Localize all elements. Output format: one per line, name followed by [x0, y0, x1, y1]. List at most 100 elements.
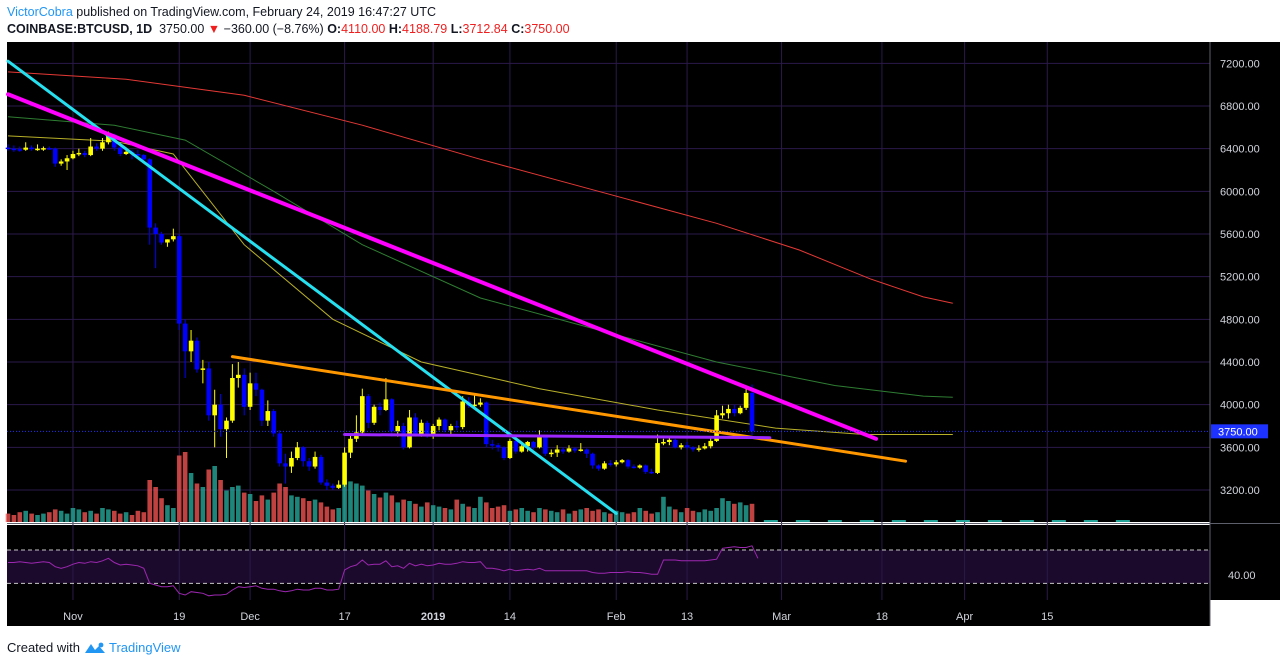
volume-bar [572, 510, 578, 522]
candle-body [306, 461, 312, 467]
low-label: L: [450, 22, 463, 36]
volume-bar [795, 520, 810, 522]
volume-bar [354, 483, 359, 522]
volume-bar [241, 492, 247, 522]
volume-bar [625, 513, 631, 522]
candle-body [419, 422, 424, 435]
volume-bar [891, 520, 906, 522]
volume-bar [383, 492, 389, 522]
candle-body [613, 462, 619, 465]
symbol-label[interactable]: COINBASE:BTCUSD, 1D [7, 22, 153, 36]
candle-body [537, 436, 542, 448]
volume-bar [348, 481, 353, 522]
candle-body [182, 323, 188, 352]
volume-bar [596, 509, 601, 522]
volume-bar [153, 487, 158, 522]
volume-bar [58, 510, 64, 522]
candle-body [277, 433, 282, 464]
volume-bar [401, 499, 406, 522]
volume-bar [419, 506, 424, 522]
rsi-line [8, 545, 759, 597]
candle-body [29, 147, 34, 150]
volume-bar [537, 508, 542, 522]
volume-bar [478, 496, 483, 522]
candle-body [70, 154, 76, 159]
volume-bar [212, 466, 217, 522]
volume-bar [672, 509, 678, 522]
time-tick-label: 17 [338, 611, 350, 623]
volume-bar [70, 508, 76, 522]
price-tick-label: 5200.00 [1220, 272, 1260, 284]
moving-average-line [7, 71, 953, 304]
volume-bar [608, 513, 613, 522]
candle-body [737, 407, 743, 414]
volume-bar [271, 492, 277, 522]
volume-bar [82, 512, 88, 522]
candle-body [395, 426, 401, 432]
trendline [230, 355, 908, 463]
volume-bar [300, 498, 306, 522]
volume-bar [123, 512, 129, 522]
volume-bar [165, 505, 170, 522]
candle-body [442, 419, 448, 431]
time-tick-label: Dec [240, 611, 260, 623]
volume-bar [649, 513, 654, 522]
candle-body [165, 239, 170, 243]
volume-bar [678, 512, 684, 522]
candle-body [235, 374, 241, 378]
candle-body [212, 404, 217, 416]
candle-body [141, 155, 147, 160]
volume-bar [171, 508, 176, 522]
candle-body [271, 411, 277, 434]
candle-body [312, 456, 318, 467]
price-tick-label: 4400.00 [1220, 357, 1260, 369]
price-axis-panel [1210, 42, 1280, 600]
candle-body [525, 442, 530, 447]
volume-bar [987, 520, 1002, 522]
volume-bar [702, 509, 708, 522]
candle-body [554, 449, 560, 453]
low-value: 3712.84 [462, 22, 508, 36]
candle-body [702, 446, 708, 449]
author-link[interactable]: VictorCobra [7, 5, 73, 19]
time-tick-label: 14 [504, 611, 516, 623]
rsi-tick-label: 40.00 [1228, 570, 1256, 582]
candle-body [484, 402, 489, 445]
trading-chart[interactable]: 3750.00 3200.00 3600.00 4000.00 4400.00 4800.… [0, 0, 1280, 634]
volume-bar [5, 513, 11, 522]
candle-body [295, 447, 300, 458]
time-axis-panel [7, 600, 1210, 626]
candle-body [543, 436, 548, 454]
volume-bar [206, 469, 212, 522]
candle-body [324, 482, 330, 486]
volume-bar [613, 510, 619, 522]
time-tick-label: 2019 [421, 611, 445, 623]
volume-bar [484, 502, 489, 522]
volume-bar [94, 513, 99, 522]
volume-bar [29, 513, 34, 522]
candle-body [52, 148, 58, 164]
volume-bar [501, 505, 507, 522]
candle-body [436, 419, 442, 426]
candle-body [519, 446, 525, 452]
last-price-tag [1211, 424, 1268, 439]
volume-bar [436, 506, 442, 522]
candle-body [401, 426, 406, 448]
volume-bar [720, 498, 725, 522]
volume-bar [430, 505, 436, 522]
candle-body [230, 378, 235, 421]
rsi-band [7, 550, 1210, 584]
candle-body [720, 413, 725, 416]
volume-bar [259, 495, 265, 522]
high-label: H: [388, 22, 403, 36]
candle-body [241, 374, 247, 407]
tradingview-logo[interactable]: TradingView [84, 640, 181, 655]
candle-body [35, 148, 40, 151]
volume-bar [749, 503, 755, 522]
candle-body [501, 447, 507, 458]
candle-body [336, 484, 341, 488]
candle-body [596, 465, 601, 469]
volume-bar [690, 510, 696, 522]
volume-bar [141, 512, 147, 522]
candle-body [377, 406, 383, 410]
